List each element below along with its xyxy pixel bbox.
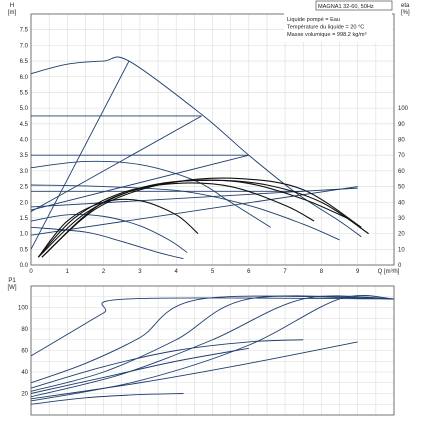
eta-tick-label: 20 (398, 232, 405, 238)
x-tick-label: 4 (175, 269, 179, 275)
power-curve (30, 347, 249, 394)
eta-axis-label: eta (401, 3, 410, 9)
p1-axis-label: P1 (8, 278, 16, 284)
head-curve (30, 115, 202, 213)
head-curve (30, 56, 362, 238)
top-plot-frame (30, 13, 395, 266)
y-axis-unit: [m] (8, 10, 17, 16)
eta-tick-label: 50 (398, 185, 405, 191)
y-tick-label: 6.5 (20, 59, 29, 65)
bottom-plot-frame (30, 285, 395, 416)
eta-tick-label: 100 (398, 106, 409, 112)
x-tick-label: 0 (29, 269, 33, 275)
head-curve (30, 154, 249, 211)
efficiency-curve (37, 182, 315, 258)
y-tick-label: 0.5 (20, 247, 29, 253)
eta-tick-label: 40 (398, 200, 405, 206)
eta-tick-label: 10 (398, 247, 405, 253)
x-tick-label: 8 (320, 269, 324, 275)
eta-tick-label: 70 (398, 153, 405, 159)
eta-tick-label: 80 (398, 138, 405, 144)
head-curve (30, 160, 271, 228)
x-axis-label: Q [m³/h] (378, 269, 400, 275)
x-tick-label: 5 (211, 269, 215, 275)
y-tick-label: 1.5 (20, 216, 29, 222)
eta-tick-label: 60 (398, 169, 405, 175)
axis-text: 0.0 0.5 1.0 1.5 2.0 2.5 3.0 3.5 4.0 4.5 5.0 5.5 6.0 6… (8, 3, 411, 398)
p1-tick-label: 100 (18, 306, 29, 312)
p1-axis-unit: [W] (8, 285, 17, 291)
y-tick-label: 5.0 (20, 106, 29, 112)
y-tick-label: 6.0 (20, 75, 29, 81)
y-tick-label: 0.0 (20, 263, 29, 269)
p1-tick-label: 20 (21, 392, 28, 398)
y-axis-label: H (10, 3, 14, 9)
eta-tick-label: 90 (398, 122, 405, 128)
info-line: Liquide pompé = Eau (287, 17, 340, 23)
x-tick-label: 2 (102, 269, 106, 275)
x-tick-label: 7 (283, 269, 287, 275)
p1-tick-label: 40 (21, 370, 28, 376)
eta-tick-label: 30 (398, 216, 405, 222)
x-tick-label: 3 (138, 269, 142, 275)
p1-tick-label: 60 (21, 349, 28, 355)
eta-axis-unit: [%] (401, 10, 410, 16)
power-curve (30, 393, 184, 405)
y-tick-label: 1.0 (20, 232, 29, 238)
efficiency-curve (41, 177, 362, 258)
info-line: Masse volumique = 998.2 kg/m³ (287, 32, 367, 38)
y-tick-label: 7.5 (20, 28, 29, 34)
curves (30, 56, 395, 405)
y-tick-label: 5.5 (20, 90, 29, 96)
power-curve (30, 295, 395, 398)
efficiency-curve (37, 198, 199, 258)
y-tick-label: 2.5 (20, 185, 29, 191)
axes (30, 0, 395, 416)
power-curve (30, 295, 395, 384)
x-tick-label: 6 (247, 269, 251, 275)
head-curve (30, 214, 188, 253)
power-curve (30, 341, 358, 400)
info-line: Température du liquide = 20 °C (287, 25, 364, 31)
info-box (284, 12, 392, 42)
title-box (315, 0, 393, 11)
efficiency-curve (41, 179, 369, 258)
chart-title: MAGNA1 32-60, 50Hz (318, 4, 374, 10)
y-tick-label: 3.0 (20, 169, 29, 175)
eta-tick-label: 0 (398, 263, 402, 269)
head-curve (30, 60, 130, 250)
y-tick-label: 4.5 (20, 122, 29, 128)
y-tick-label: 4.0 (20, 138, 29, 144)
power-curve (30, 339, 304, 389)
power-curve (30, 297, 395, 357)
power-curve (30, 295, 395, 392)
x-tick-label: 1 (66, 269, 70, 275)
p1-tick-label: 80 (21, 327, 28, 333)
head-curve (30, 184, 340, 241)
x-tick-label: 9 (356, 269, 360, 275)
y-tick-label: 3.5 (20, 153, 29, 159)
y-tick-label: 2.0 (20, 200, 29, 206)
y-tick-label: 7.0 (20, 43, 29, 49)
